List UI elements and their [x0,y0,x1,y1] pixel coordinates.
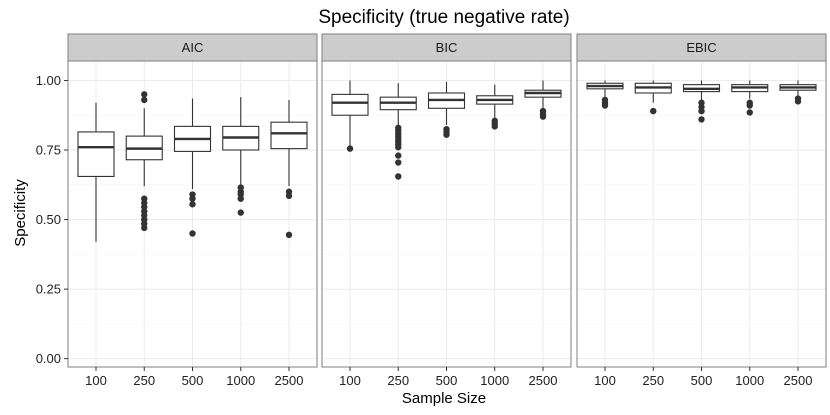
y-tick-label: 0.75 [36,143,61,158]
facet-strip-label: AIC [182,40,204,55]
outlier-point [698,116,705,123]
box-ebic-250 [634,80,672,115]
facet-strip-label: BIC [436,40,458,55]
x-tick-label: 100 [85,373,107,388]
outlier-point [746,102,753,109]
facet-panels: AIC 100 250 500 1000 2500 BIC 100 250 500 1000 2500… [67,33,827,388]
outlier-point [395,173,402,180]
outlier-point [346,145,354,152]
x-tick-label: 1000 [480,373,509,388]
y-axis: 0.00 0.25 0.50 0.75 1.00 [36,73,68,366]
y-tick-label: 1.00 [36,73,61,88]
x-tick-label: 2500 [529,373,558,388]
box-ebic-100 [586,80,624,109]
outlier-point [141,96,148,104]
y-tick-label: 0.00 [36,351,61,366]
outlier-point [539,113,547,120]
box-iqr [270,121,308,150]
x-tick-label: 1000 [735,373,764,388]
facet-strip-label: EBIC [686,40,716,55]
x-tick-label: 2500 [784,373,813,388]
box-iqr [77,131,115,177]
box-bic-500 [427,81,466,138]
box-bic-1000 [476,84,514,130]
box-bic-250 [379,83,417,180]
box-bic-2500 [524,80,562,120]
x-tick-label: 100 [594,373,616,388]
facet-strip [576,33,827,62]
y-tick-label: 0.25 [36,282,61,297]
outlier-point [395,152,402,159]
x-tick-label: 250 [133,373,155,388]
outlier-point [189,230,196,237]
outlier-point [237,195,244,202]
x-tick-label: 500 [436,373,458,388]
x-tick-label: 500 [182,373,204,388]
y-tick-label: 0.50 [36,212,61,227]
outlier-point [395,159,402,166]
x-tick-label: 250 [387,373,409,388]
box-aic-100 [77,102,115,242]
outlier-point [443,131,450,138]
outlier-point [395,144,402,151]
outlier-point [285,231,293,239]
box-ebic-500 [682,80,721,123]
x-tick-label: 250 [642,373,664,388]
outlier-point [601,102,609,109]
x-axis-title: Sample Size [402,390,486,407]
outlier-point [491,123,498,130]
facet-panel-bic: BIC 100 250 500 1000 2500 [321,33,572,388]
box-aic-2500 [270,99,308,239]
x-tick-label: 100 [339,373,361,388]
box-aic-250 [125,91,163,232]
x-tick-label: 1000 [226,373,255,388]
y-axis-title: Specificity [12,179,29,247]
box-ebic-1000 [731,80,769,116]
outlier-point [189,201,196,208]
facet-panel-aic: AIC 100 250 500 1000 2500 [67,33,318,388]
outlier-point [141,91,148,98]
outlier-point [650,107,657,115]
chart-title: Specificity (true negative rate) [318,7,569,28]
facet-strip [321,33,572,62]
outlier-point [794,98,802,105]
box-aic-1000 [222,97,260,216]
facet-strip [67,33,318,62]
x-tick-label: 500 [691,373,713,388]
outlier-point [698,107,705,115]
box-bic-100 [331,80,369,152]
box-aic-500 [173,98,212,237]
facet-panel-ebic: EBIC 100 250 500 1000 2500 [576,33,827,388]
x-tick-label: 2500 [275,373,304,388]
box-ebic-2500 [779,80,817,105]
box-iqr [331,93,369,116]
outlier-point [237,209,244,216]
outlier-point [285,192,293,200]
outlier-point [141,224,148,232]
outlier-point [746,109,753,116]
outlier-point [189,195,196,202]
